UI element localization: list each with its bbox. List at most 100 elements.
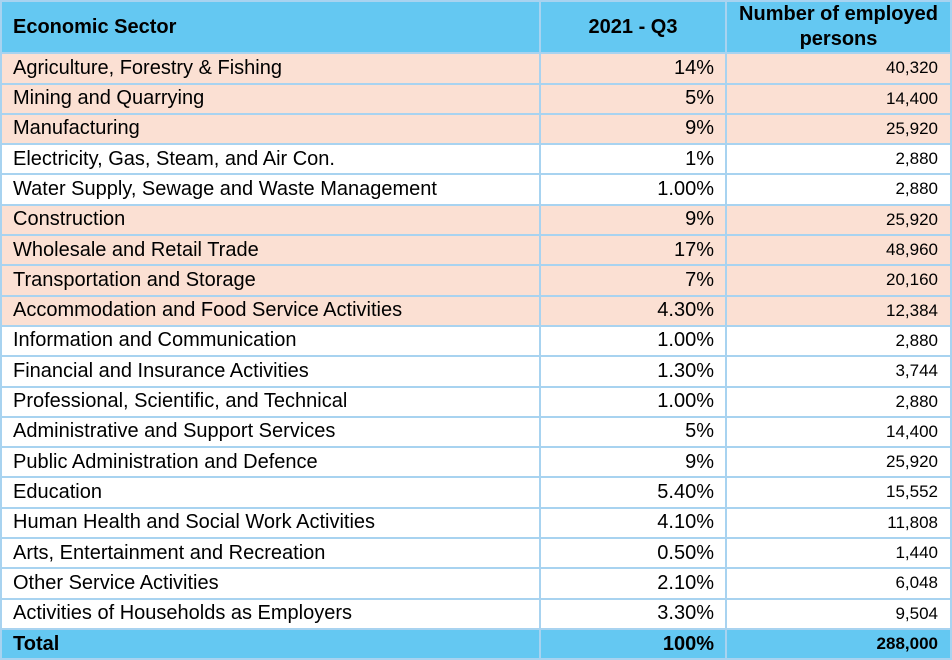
share-cell: 0.50% xyxy=(657,541,714,564)
table-row: Mining and Quarrying 5% 14,400 xyxy=(0,84,952,113)
employed-cell: 3,744 xyxy=(895,361,938,381)
total-share: 100% xyxy=(541,630,725,658)
table-row: Other Service Activities 2.10% 6,048 xyxy=(0,569,952,598)
share-cell: 5.40% xyxy=(657,480,714,503)
employed-cell: 12,384 xyxy=(727,296,950,325)
sector-cell: Accommodation and Food Service Activitie… xyxy=(2,296,539,325)
employed-cell: 1,440 xyxy=(895,543,938,563)
table-row: Activities of Households as Employers 3.3… xyxy=(0,599,952,628)
row-divider xyxy=(0,658,952,660)
header-2021-q3: 2021 - Q3 xyxy=(541,2,725,52)
employed-cell: 15,552 xyxy=(886,482,938,502)
row-divider xyxy=(0,112,952,115)
table-row: Water Supply, Sewage and Waste Managemen… xyxy=(0,175,952,204)
sector-cell: Construction xyxy=(2,205,539,234)
sector-cell: Financial and Insurance Activities xyxy=(13,359,309,382)
table-row: Transportation and Storage 7% 20,160 xyxy=(0,266,952,295)
employed-cell: 25,920 xyxy=(727,205,950,234)
table-row: Agriculture, Forestry & Fishing 14% 40,320 xyxy=(0,54,952,83)
table-row: Financial and Insurance Activities 1.30% 3… xyxy=(0,357,952,386)
sector-cell: Electricity, Gas, Steam, and Air Con. xyxy=(13,147,335,170)
table-header-row: Economic Sector 2021 - Q3 Number of empl… xyxy=(0,2,952,52)
row-divider xyxy=(0,324,952,327)
employed-cell: 25,920 xyxy=(886,452,938,472)
table-row: Manufacturing 9% 25,920 xyxy=(0,114,952,144)
column-divider xyxy=(0,0,2,660)
employed-cell: 48,960 xyxy=(727,235,950,265)
share-cell: 1% xyxy=(685,147,714,170)
sector-cell: Activities of Households as Employers xyxy=(13,602,353,625)
row-divider xyxy=(0,52,952,54)
employed-cell: 9,504 xyxy=(895,603,938,623)
row-divider xyxy=(0,355,952,358)
row-divider xyxy=(0,0,952,2)
employed-cell: 14,400 xyxy=(886,421,938,441)
column-divider xyxy=(539,0,541,660)
share-cell: 9% xyxy=(541,205,725,234)
table-row: Information and Communication 1.00% 2,880 xyxy=(0,327,952,356)
share-cell: 1.30% xyxy=(657,359,714,382)
column-divider xyxy=(725,0,727,660)
employed-cell: 2,880 xyxy=(895,149,938,169)
row-divider xyxy=(0,597,952,600)
row-divider xyxy=(0,264,952,267)
row-divider xyxy=(0,446,952,449)
table-row: Administrative and Support Services 5% 14,… xyxy=(0,418,952,447)
table-row: Education 5.40% 15,552 xyxy=(0,478,952,507)
share-cell: 4.30% xyxy=(541,296,725,325)
sector-cell: Water Supply, Sewage and Waste Managemen… xyxy=(13,177,437,200)
employed-cell: 2,880 xyxy=(895,330,938,350)
total-row: Total 100% 288,000 xyxy=(0,630,952,658)
row-divider xyxy=(0,143,952,146)
share-cell: 17% xyxy=(541,235,725,265)
share-cell: 5% xyxy=(685,420,714,443)
sector-cell: Mining and Quarrying xyxy=(2,84,539,113)
header-employed-persons: Number of employed persons xyxy=(727,2,950,52)
sector-cell: Human Health and Social Work Activities xyxy=(13,511,376,534)
row-divider xyxy=(0,627,952,630)
table-row: Human Health and Social Work Activities 4… xyxy=(0,509,952,538)
employed-cell: 14,400 xyxy=(727,84,950,113)
share-cell: 9% xyxy=(685,450,714,473)
employed-cell: 25,920 xyxy=(727,114,950,144)
sector-cell: Education xyxy=(13,480,102,503)
share-cell: 5% xyxy=(541,84,725,113)
sector-cell: Wholesale and Retail Trade xyxy=(2,235,539,265)
header-economic-sector: Economic Sector xyxy=(2,2,539,52)
sector-cell: Manufacturing xyxy=(2,114,539,144)
table-row: Electricity, Gas, Steam, and Air Con. 1% 2… xyxy=(0,145,952,174)
employed-cell: 40,320 xyxy=(727,54,950,83)
share-cell: 1.00% xyxy=(657,390,714,413)
table-row: Professional, Scientific, and Technical 1… xyxy=(0,387,952,416)
row-divider xyxy=(0,294,952,297)
total-label: Total xyxy=(2,630,539,658)
share-cell: 14% xyxy=(541,54,725,83)
share-cell: 3.30% xyxy=(657,602,714,625)
sector-cell: Arts, Entertainment and Recreation xyxy=(13,541,326,564)
share-cell: 1.00% xyxy=(657,177,714,200)
row-divider xyxy=(0,173,952,176)
share-cell: 9% xyxy=(541,114,725,144)
table-row: Public Administration and Defence 9% 25,92… xyxy=(0,448,952,477)
share-cell: 1.00% xyxy=(657,329,714,352)
sector-cell: Agriculture, Forestry & Fishing xyxy=(2,54,539,83)
sector-cell: Professional, Scientific, and Technical xyxy=(13,390,348,413)
row-divider xyxy=(0,82,952,85)
row-divider xyxy=(0,234,952,236)
row-divider xyxy=(0,203,952,206)
table-row: Construction 9% 25,920 xyxy=(0,205,952,234)
total-employed: 288,000 xyxy=(727,630,950,658)
share-cell: 7% xyxy=(541,266,725,295)
sector-cell: Transportation and Storage xyxy=(2,266,539,295)
employed-cell: 2,880 xyxy=(895,391,938,411)
share-cell: 4.10% xyxy=(657,511,714,534)
row-divider xyxy=(0,385,952,388)
employed-cell: 6,048 xyxy=(895,573,938,593)
row-divider xyxy=(0,476,952,479)
column-divider xyxy=(950,0,952,660)
sector-cell: Administrative and Support Services xyxy=(13,420,336,443)
sector-cell: Public Administration and Defence xyxy=(13,450,318,473)
share-cell: 2.10% xyxy=(657,571,714,594)
sector-cell: Information and Communication xyxy=(13,329,297,352)
